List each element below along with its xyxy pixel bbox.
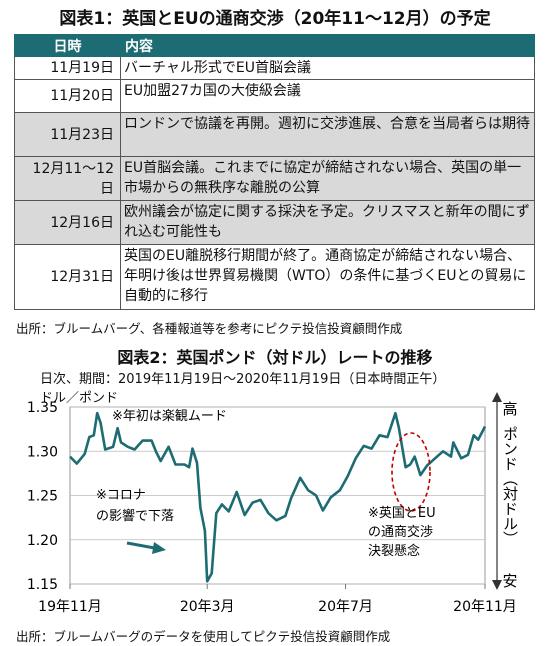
schedule-table: 日時 内容 11月19日 バーチャル形式でEU首脳会議 11月20日 EU加盟2… (14, 34, 535, 310)
gbp-usd-line (69, 411, 487, 583)
header-date: 日時 (14, 34, 121, 57)
y-tick-label: 1.15 (27, 577, 58, 593)
row-date: 11月19日 (14, 56, 121, 80)
row-content: 英国のEU離脱移行期間が終了。通商協定が締結されない場合、年明け後は世界貿易機関… (120, 244, 535, 310)
right-axis-bottom: 安 (502, 572, 517, 590)
table-source: 出所：ブルームバーグ、各種報道等を参考にピクテ投信投資顧問作成 (16, 321, 403, 336)
annotation-brexit: ※英国とEU の通商交渉 決裂懸念 (368, 506, 440, 559)
header-content: 内容 (120, 34, 535, 57)
y-tick-label: 1.35 (27, 400, 58, 416)
right-axis-arrow-icon (492, 392, 502, 590)
row-content: ロンドンで協議を再開。週初に交渉進展、合意を当局者らは期待 (120, 112, 535, 157)
y-axis-label: ドル／ポンド (40, 391, 119, 406)
chart-title: 図表2：英国ポンド（対ドル）レートの推移 (117, 348, 433, 367)
table-row: 11月19日 バーチャル形式でEU首脳会議 (14, 56, 535, 80)
y-tick-label: 1.30 (27, 444, 58, 460)
table-title: 図表1：英国とEUの通商交渉（20年11～12月）の予定 (59, 9, 491, 29)
y-tick-label: 1.25 (27, 489, 58, 505)
row-date: 12月31日 (14, 244, 121, 310)
row-content: 欧州議会が協定に関する採決を予定。クリスマスと新年の間にずれ込む可能性も (120, 200, 535, 245)
x-tick-label: 20年3月 (180, 599, 235, 615)
annotation-optimism: ※年初は楽観ムード (112, 408, 227, 424)
x-tick-label: 20年11月 (453, 599, 517, 615)
row-content: バーチャル形式でEU首脳会議 (120, 56, 535, 80)
table-row: 11月23日 ロンドンで協議を再開。週初に交渉進展、合意を当局者らは期待 (14, 112, 535, 157)
chart-subtitle: 日次、期間：2019年11月19日～2020年11月19日（日本時間正午） (40, 372, 446, 387)
right-axis-label: ポンド（対ドル） (501, 426, 519, 546)
table-header-row: 日時 内容 (14, 34, 535, 57)
annotation-covid: ※コロナ の影響で下落 (96, 488, 174, 524)
table-row: 11月20日 EU加盟27カ国の大使級会議 (14, 79, 535, 113)
row-content: EU首脳会議。これまでに協定が締結されない場合、英国の単一市場からの無秩序な離脱… (120, 156, 535, 201)
table-row: 12月31日 英国のEU離脱移行期間が終了。通商協定が締結されない場合、年明け後… (14, 244, 535, 310)
x-tick-label: 20年7月 (318, 599, 373, 615)
x-tick-label: 19年11月 (38, 599, 102, 615)
row-content: EU加盟27カ国の大使級会議 (120, 79, 535, 113)
row-date: 11月23日 (14, 112, 121, 157)
arrow-icon (126, 541, 166, 554)
table-row: 12月16日 欧州議会が協定に関する採決を予定。クリスマスと新年の間にずれ込む可… (14, 200, 535, 245)
row-date: 12月16日 (14, 200, 121, 245)
chart-source: 出所：ブルームバーグのデータを使用してピクテ投信投資顧問作成 (16, 629, 391, 644)
highlight-ellipse (391, 432, 431, 512)
right-axis-top: 高 (502, 400, 517, 418)
y-tick-label: 1.20 (27, 533, 58, 549)
row-date: 11月20日 (14, 79, 121, 113)
